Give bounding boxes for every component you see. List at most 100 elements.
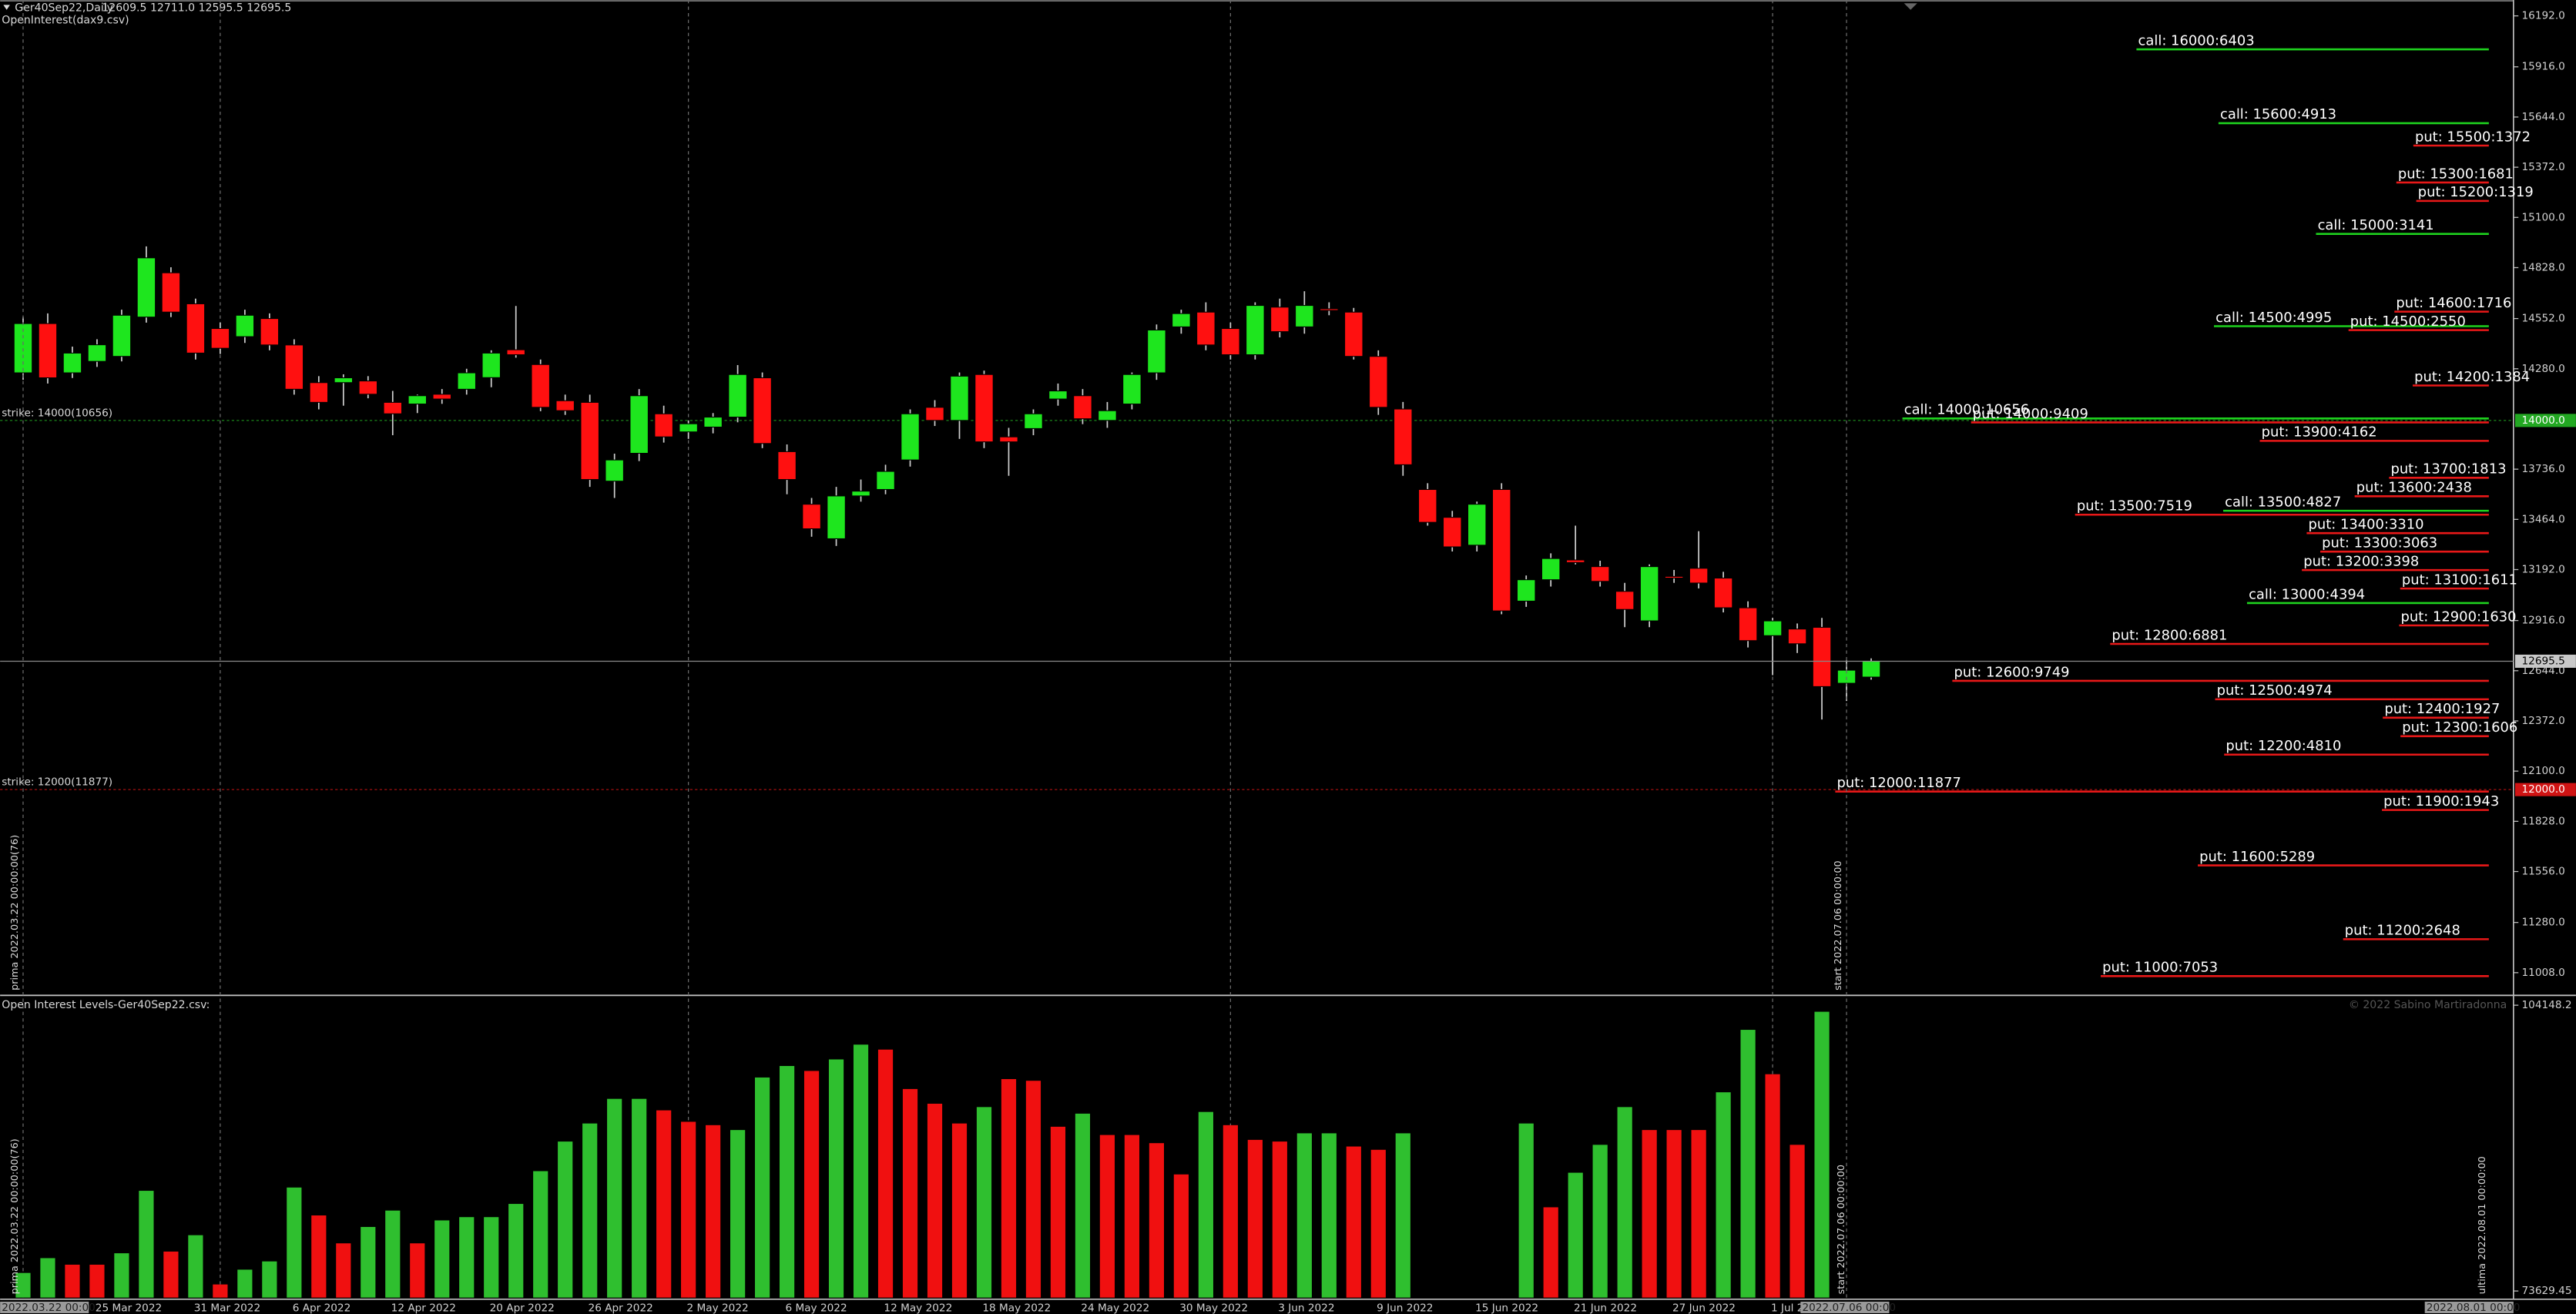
oi-level-label: put: 12400:1927 (2384, 701, 2500, 717)
oi-bar (755, 1077, 770, 1298)
oi-level-label: put: 13700:1813 (2390, 461, 2506, 478)
strike-tag-box (2514, 783, 2576, 796)
candle-body (1270, 307, 1290, 333)
candle-body (1541, 558, 1561, 581)
candle-body (432, 394, 452, 400)
candle-body (1664, 575, 1684, 579)
lower-panel-title: Open Interest Levels-Ger40Sep22.csv: (2, 999, 210, 1011)
candle-body (1590, 566, 1610, 582)
oi-bar (459, 1217, 475, 1298)
x-tick-label: 12 Apr 2022 (391, 1302, 456, 1314)
oi-bar (163, 1251, 179, 1298)
candle-body (1713, 577, 1733, 608)
oi-bar (40, 1258, 55, 1298)
y-tick-label: 12372.0 (2522, 715, 2565, 727)
oi-level-label: call: 15000:3141 (2318, 217, 2434, 233)
oi-level-label: put: 14200:1384 (2414, 369, 2530, 385)
x-tick-label: 25 Mar 2022 (96, 1302, 162, 1314)
copyright: © 2022 Sabino Martiradonna (2349, 999, 2507, 1011)
oi-level-label: put: 11600:5289 (2199, 849, 2315, 865)
time-tag: 2022.08.01 00:00 (2427, 1302, 2521, 1314)
oi-level-label: put: 11200:2648 (2345, 923, 2460, 939)
y-tick-label: 14828.0 (2522, 261, 2565, 273)
oi-bar (139, 1191, 154, 1298)
current-price-tag: 12695.5 (2522, 655, 2565, 667)
candle-body (1516, 579, 1536, 602)
menu-arrow[interactable] (3, 5, 10, 10)
oi-bar (730, 1130, 746, 1298)
candle-body (605, 459, 624, 482)
oi-level-label: call: 14000:10656 (1904, 402, 2029, 418)
oi-bar (1666, 1130, 1682, 1298)
oi-bar (779, 1065, 795, 1298)
candle-body (654, 413, 673, 437)
candle-body (161, 272, 181, 313)
candle-body (284, 344, 304, 390)
oi-level-label: call: 13000:4394 (2249, 586, 2365, 602)
y-tick-label: 14280.0 (2522, 363, 2565, 375)
oi-bar (1543, 1207, 1558, 1298)
candle-body (1147, 329, 1166, 374)
candle-body (531, 364, 550, 408)
x-tick-label: 26 Apr 2022 (589, 1302, 653, 1314)
oi-level-label: call: 15600:4913 (2220, 106, 2336, 122)
candle-body (210, 328, 230, 349)
shift-arrow[interactable] (1903, 3, 1917, 10)
x-tick-label: 27 Jun 2022 (1672, 1302, 1736, 1314)
candle-body (753, 377, 772, 444)
candle-body (235, 314, 255, 337)
marker-label: prima 2022.03.22 00:00:00(76) (9, 835, 21, 991)
strike-label: strike: 12000(11877) (2, 776, 112, 789)
oi-bar (1173, 1174, 1189, 1298)
indicator-name: OpenInterest(dax9.csv) (2, 15, 129, 27)
candle-body (1467, 504, 1487, 546)
oi-bar (508, 1204, 524, 1298)
oi-level-label: put: 15300:1681 (2398, 166, 2514, 182)
oi-bar (15, 1272, 31, 1298)
oi-level-label: call: 14500:4995 (2215, 310, 2332, 326)
candle-body (1418, 488, 1437, 523)
oi-bar (484, 1217, 499, 1298)
y-tick-label: 15644.0 (2522, 111, 2565, 123)
oi-bar (1395, 1133, 1410, 1298)
y-tick-label: 16192.0 (2522, 10, 2565, 22)
oi-bar (1050, 1126, 1066, 1298)
oi-bar (1765, 1074, 1780, 1298)
x-tick-label: 9 Jun 2022 (1377, 1302, 1433, 1314)
oi-bar (1518, 1123, 1534, 1298)
oi-bar (188, 1235, 203, 1298)
oi-bar (1617, 1107, 1632, 1298)
oi-bar (1001, 1079, 1017, 1298)
oi-level-label: put: 12000:11877 (1837, 775, 1961, 791)
oi-bar (361, 1226, 376, 1298)
marker-label: prima 2022.03.22 00:00:00(76) (9, 1138, 21, 1294)
candle-body (112, 314, 132, 357)
oi-bar (1642, 1130, 1657, 1298)
oi-bar (114, 1253, 129, 1298)
x-tick-label: 24 May 2022 (1081, 1302, 1149, 1314)
candle-body (974, 374, 994, 443)
oi-level-label: put: 12300:1606 (2402, 719, 2517, 736)
oi-bar (1321, 1133, 1337, 1298)
oi-bar (89, 1264, 105, 1298)
oi-bar (385, 1210, 401, 1298)
y-tick-label: 14552.0 (2522, 313, 2565, 325)
oi-bar (1296, 1133, 1312, 1298)
oi-bar (1592, 1145, 1608, 1298)
oi-bar (656, 1110, 672, 1298)
y-tick-label: 15372.0 (2522, 161, 2565, 173)
candle-body (1024, 413, 1043, 429)
candle-body (186, 303, 206, 354)
x-tick-label: 6 Apr 2022 (293, 1302, 351, 1314)
oi-bar (853, 1044, 869, 1298)
oi-bar (1568, 1172, 1583, 1298)
strike-tag: 14000.0 (2522, 414, 2565, 427)
oi-bar (1099, 1135, 1115, 1298)
candle-body (1221, 328, 1240, 356)
candle-body (1098, 410, 1117, 421)
oi-bar (1789, 1145, 1805, 1298)
candle-body (1172, 313, 1191, 327)
oi-bar (65, 1264, 80, 1298)
oi-bar (533, 1171, 548, 1298)
